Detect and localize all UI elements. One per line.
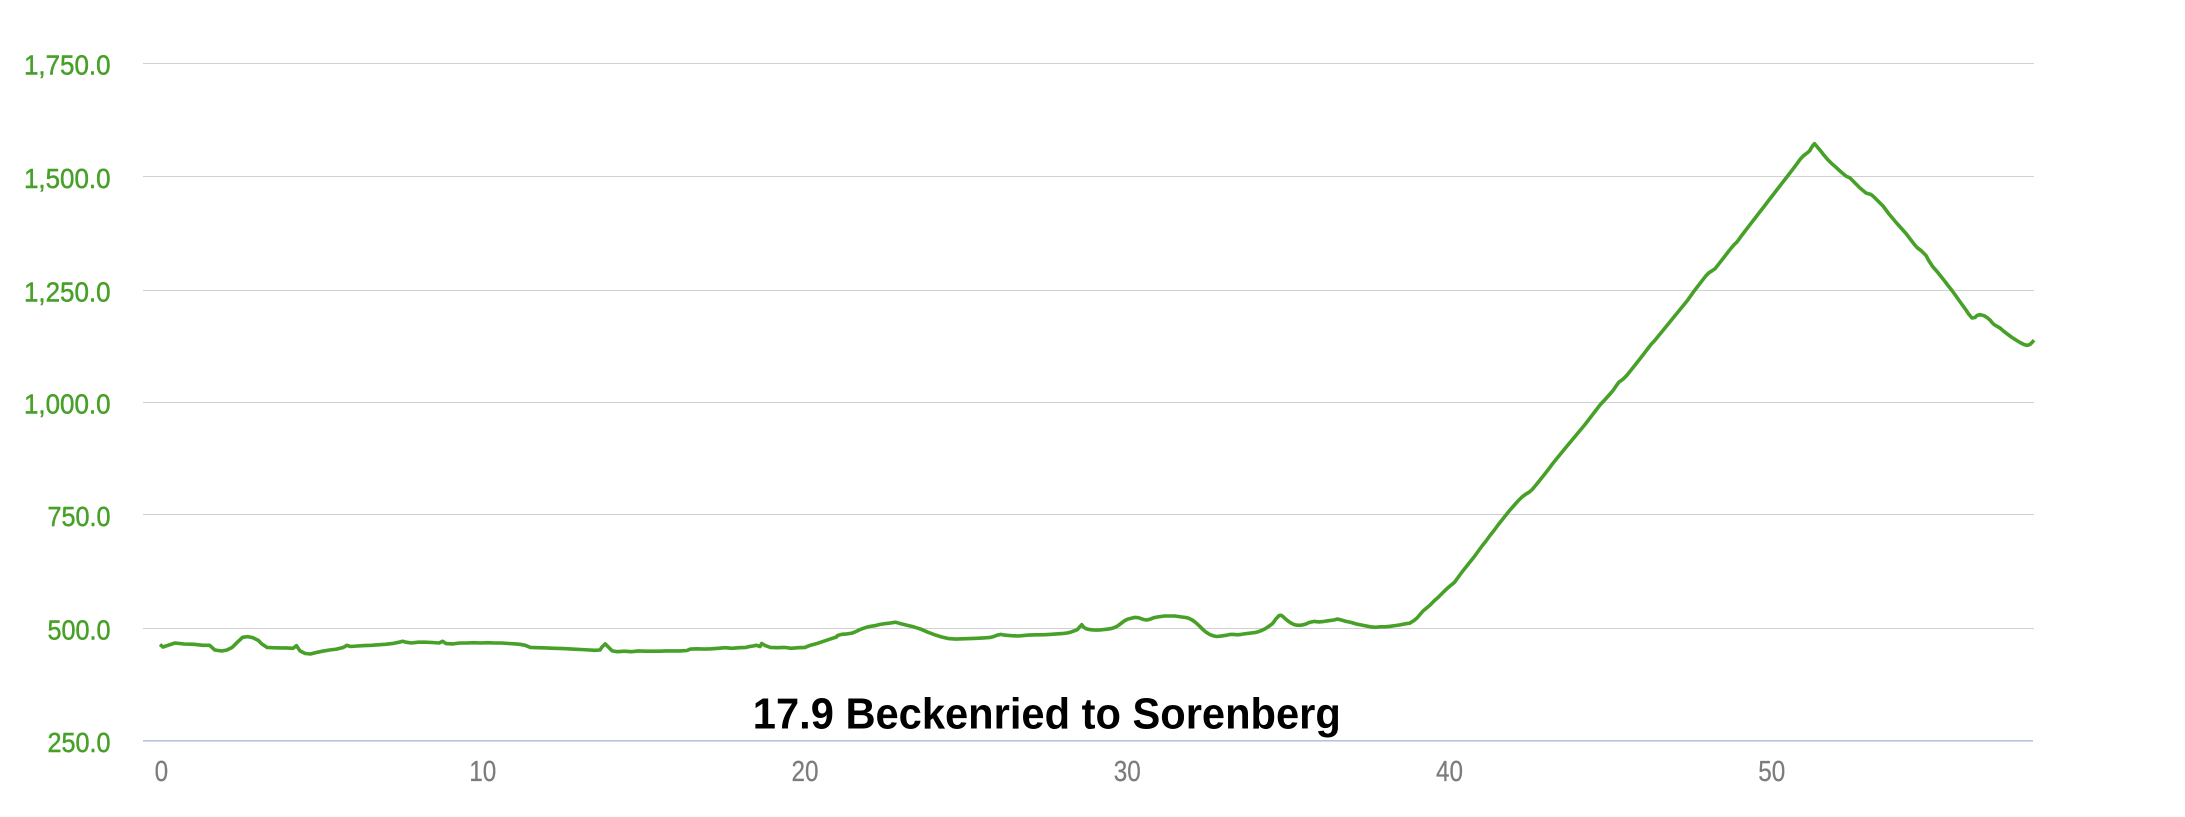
svg-text:1,500.0: 1,500.0 xyxy=(24,162,111,194)
svg-text:20: 20 xyxy=(792,756,819,788)
svg-text:500.0: 500.0 xyxy=(48,613,111,645)
svg-text:40: 40 xyxy=(1436,756,1463,788)
svg-text:1,250.0: 1,250.0 xyxy=(24,275,111,307)
svg-text:1,000.0: 1,000.0 xyxy=(24,388,111,420)
svg-text:10: 10 xyxy=(469,756,496,788)
svg-text:250.0: 250.0 xyxy=(48,726,111,758)
svg-text:30: 30 xyxy=(1114,756,1141,788)
svg-text:17.9 Beckenried to Sorenberg: 17.9 Beckenried to Sorenberg xyxy=(753,691,1341,739)
svg-text:1,750.0: 1,750.0 xyxy=(24,48,111,80)
svg-text:50: 50 xyxy=(1758,756,1785,788)
svg-text:750.0: 750.0 xyxy=(48,500,111,532)
svg-text:0: 0 xyxy=(155,756,169,788)
